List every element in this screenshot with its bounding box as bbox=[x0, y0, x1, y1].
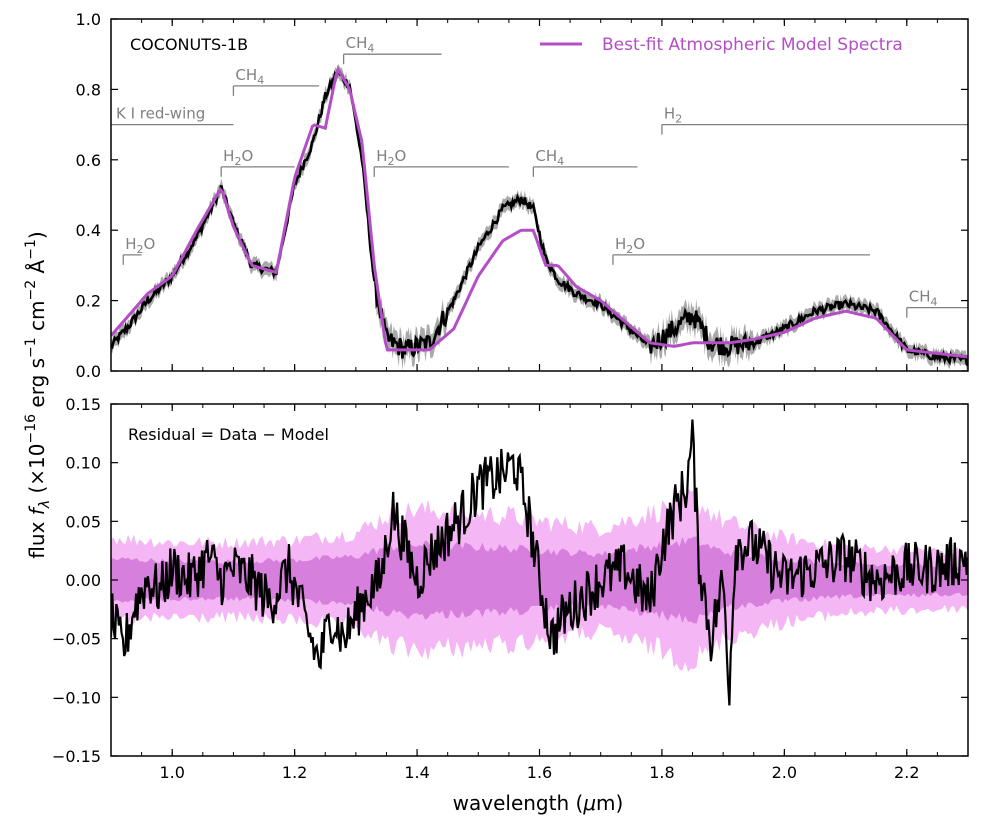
data-error-band bbox=[111, 64, 968, 371]
annotation-1: K I red-wing bbox=[111, 105, 234, 126]
annotation-0: H2O bbox=[122, 235, 155, 265]
x-tick-label: 1.6 bbox=[527, 763, 552, 782]
x-tick-label: 1.0 bbox=[159, 763, 184, 782]
y-tick-label: 0.4 bbox=[76, 221, 101, 240]
y-tick-label: 0.10 bbox=[65, 454, 101, 473]
top-panel: H2O K I red-wing H2O CH4 CH4 H2O CH4 H2 H2O CH4 0.… bbox=[76, 10, 969, 381]
legend-label: Best-fit Atmospheric Model Spectra bbox=[602, 35, 903, 55]
y-tick-label: 0.2 bbox=[76, 292, 101, 311]
y-tick-label: −0.10 bbox=[52, 688, 101, 707]
bottom-panel: 1.0 1.2 1.4 1.6 1.8 2.0 2.2 −0.15 −0.10 −0.05 0.00… bbox=[52, 395, 969, 782]
annotation-6: CH4 bbox=[532, 147, 638, 177]
y-tick-label: 0.05 bbox=[65, 512, 101, 531]
residual-label: Residual = Data − Model bbox=[128, 425, 329, 444]
y-tick-label: 0.15 bbox=[65, 395, 101, 414]
annotation-label: H2O bbox=[376, 147, 406, 168]
data-spectrum-line bbox=[111, 69, 968, 366]
y-tick-label: 0.8 bbox=[76, 80, 101, 99]
annotation-label: CH4 bbox=[909, 288, 938, 309]
annotation-label: K I red-wing bbox=[116, 105, 205, 123]
annotation-label: H2 bbox=[664, 105, 682, 126]
annotation-9: CH4 bbox=[906, 288, 968, 318]
annotation-7: H2 bbox=[661, 105, 968, 135]
y-tick-label: 0.00 bbox=[65, 571, 101, 590]
annotation-label: CH4 bbox=[346, 34, 375, 55]
y-tick-label: −0.05 bbox=[52, 630, 101, 649]
residual-line bbox=[111, 419, 968, 706]
y-tick-label: 1.0 bbox=[76, 10, 101, 29]
annotation-label: CH4 bbox=[535, 147, 564, 168]
x-tick-label: 1.4 bbox=[404, 763, 429, 782]
x-tick-label: 1.2 bbox=[282, 763, 307, 782]
x-tick-label: 1.8 bbox=[649, 763, 674, 782]
annotation-2: H2O bbox=[220, 147, 295, 177]
annotation-8: H2O bbox=[612, 235, 871, 265]
x-axis-title: wavelength (μm) bbox=[453, 791, 624, 815]
annotation-5: H2O bbox=[373, 147, 509, 177]
x-tick-label: 2.0 bbox=[772, 763, 797, 782]
annotation-label: H2O bbox=[125, 235, 155, 256]
annotation-label: H2O bbox=[223, 147, 253, 168]
annotation-label: CH4 bbox=[235, 66, 264, 87]
annotation-label: H2O bbox=[615, 235, 645, 256]
y-tick-label: 0.0 bbox=[76, 362, 101, 381]
annotation-4: CH4 bbox=[342, 34, 442, 65]
y-tick-label: −0.15 bbox=[52, 747, 101, 766]
x-tick-label: 2.2 bbox=[894, 763, 919, 782]
model-spectrum-line bbox=[111, 65, 968, 359]
y-tick-label: 0.6 bbox=[76, 151, 101, 170]
annotation-3: CH4 bbox=[232, 66, 320, 96]
object-label: COCONUTS-1B bbox=[130, 35, 248, 54]
y-axis-title: flux fλ (×10−16 erg s−1 cm−2 Å−1) bbox=[23, 231, 53, 558]
